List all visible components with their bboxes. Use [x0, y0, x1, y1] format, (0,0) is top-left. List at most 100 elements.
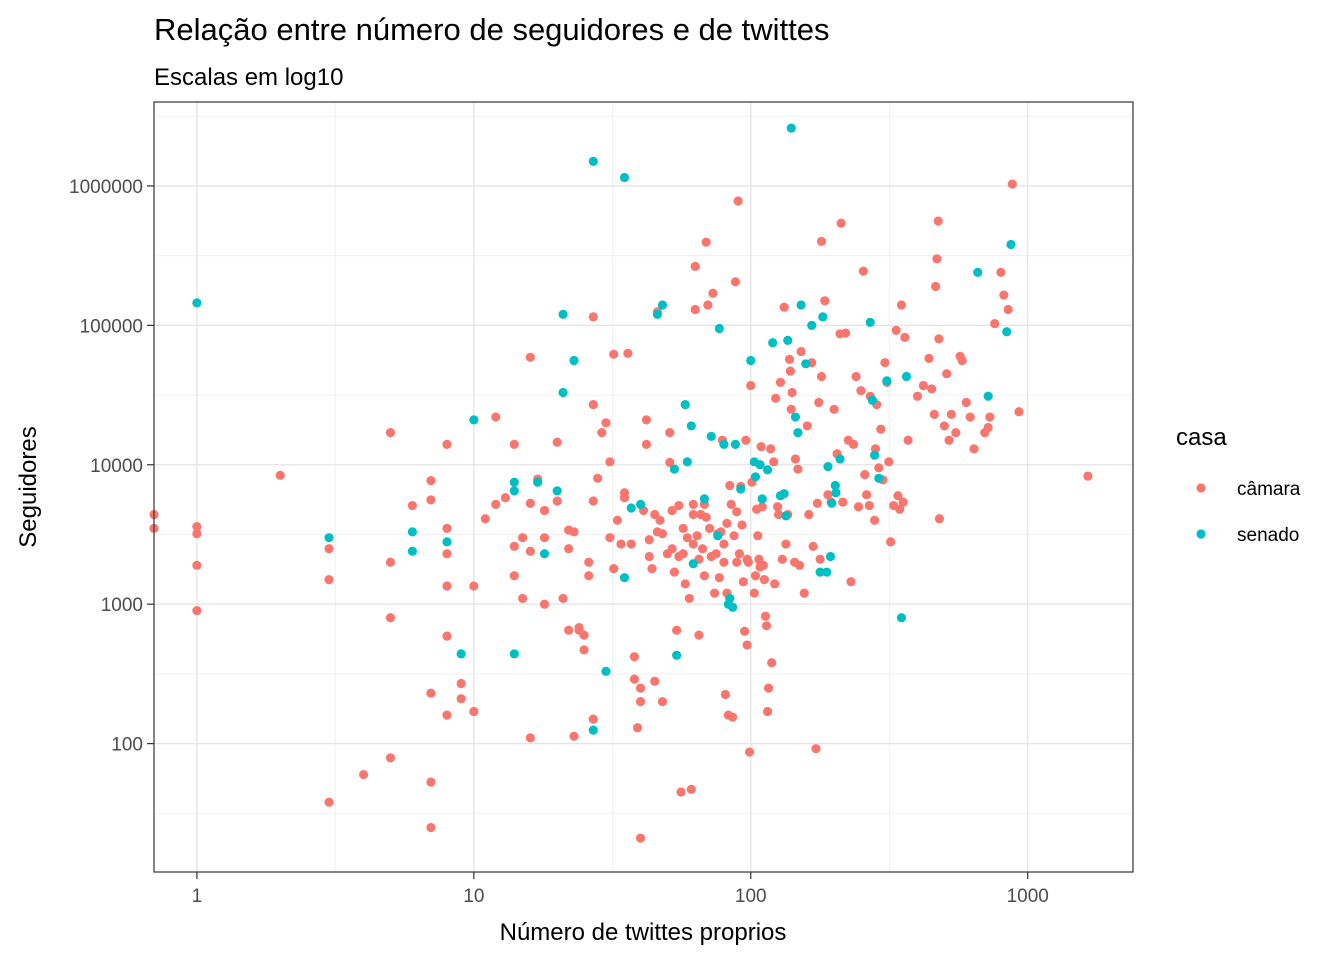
point-camara [680, 579, 690, 589]
data-points [149, 123, 1093, 843]
point-camara [836, 218, 846, 228]
point-camara [931, 281, 941, 292]
plot-border [153, 101, 1134, 873]
point-camara [667, 505, 677, 516]
y-tick-label: 1000000 [69, 177, 143, 198]
point-camara [814, 397, 824, 408]
point-senado [601, 666, 611, 676]
point-camara [880, 358, 890, 368]
point-camara [790, 454, 801, 464]
point-camara [730, 277, 740, 287]
point-camara [682, 533, 692, 543]
point-camara [616, 539, 626, 549]
point-senado [835, 454, 845, 464]
point-senado [672, 650, 682, 660]
point-senado [755, 460, 765, 470]
point-senado [324, 533, 334, 543]
point-camara [597, 428, 607, 438]
point-camara [749, 588, 759, 598]
point-camara [644, 535, 654, 545]
point-senado [728, 602, 738, 612]
point-senado [762, 465, 773, 475]
point-camara [785, 366, 795, 376]
point-camara [898, 497, 908, 507]
point-camara [804, 509, 814, 520]
point-camara [635, 833, 646, 843]
point-senado [793, 428, 803, 438]
point-camara [999, 290, 1009, 300]
point-camara [709, 588, 720, 598]
point-camara [951, 428, 961, 438]
point-camara [734, 549, 745, 559]
point-camara [770, 579, 780, 589]
point-camara [933, 216, 943, 226]
point-camara [688, 499, 698, 509]
point-camara [552, 496, 562, 506]
point-camara [784, 354, 795, 364]
point-camara [760, 611, 771, 621]
point-senado [736, 484, 746, 494]
point-camara [985, 412, 995, 422]
point-camara [385, 557, 396, 567]
point-camara [359, 769, 369, 780]
point-camara [525, 546, 535, 556]
y-tick-label: 1000 [101, 595, 143, 616]
point-senado [973, 267, 983, 277]
point-camara [773, 509, 784, 520]
point-senado [635, 499, 646, 509]
point-camara [500, 493, 510, 503]
point-camara [442, 631, 452, 641]
point-camara [525, 498, 535, 508]
point-camara [912, 391, 923, 401]
point-camara [934, 514, 945, 524]
point-senado [825, 551, 836, 562]
point-camara [738, 577, 748, 587]
point-camara [509, 439, 519, 450]
point-camara [641, 415, 652, 425]
point-camara [609, 564, 619, 574]
point-camara [771, 393, 781, 403]
point-camara [579, 630, 589, 640]
point-senado [626, 503, 636, 513]
chart-subtitle: Escalas em log10 [154, 64, 343, 91]
point-senado [822, 567, 832, 577]
point-camara [558, 593, 568, 604]
point-camara [672, 625, 682, 635]
point-senado [781, 511, 791, 521]
point-camara [903, 435, 913, 445]
point-senado [719, 439, 729, 450]
point-camara [426, 688, 436, 698]
point-camara [726, 499, 736, 509]
point-camara [1083, 471, 1093, 481]
point-camara [756, 442, 766, 452]
point-camara [708, 288, 718, 298]
point-camara [426, 777, 436, 787]
point-senado [469, 415, 479, 425]
point-senado [509, 649, 519, 659]
point-camara [635, 697, 646, 707]
x-tick-label: 1 [192, 886, 203, 907]
point-camara [969, 444, 979, 454]
point-camara [456, 694, 466, 704]
point-senado [669, 464, 680, 474]
point-camara [584, 557, 594, 567]
point-camara [746, 380, 756, 391]
point-senado [713, 531, 723, 541]
point-camara [669, 567, 680, 577]
point-camara [762, 706, 773, 717]
point-camara [787, 387, 797, 398]
point-senado [657, 300, 668, 310]
point-camara [442, 523, 452, 533]
point-camara [769, 457, 779, 467]
point-camara [678, 549, 688, 559]
point-camara [584, 571, 594, 581]
point-camara [714, 573, 724, 583]
point-senado [830, 480, 840, 491]
point-camara [900, 332, 910, 342]
point-camara [1003, 304, 1013, 315]
point-camara [385, 428, 396, 438]
point-senado [1006, 239, 1016, 250]
legend: casa câmara senado [1176, 424, 1301, 546]
point-camara [720, 689, 731, 700]
minor-gridlines [154, 102, 1133, 872]
